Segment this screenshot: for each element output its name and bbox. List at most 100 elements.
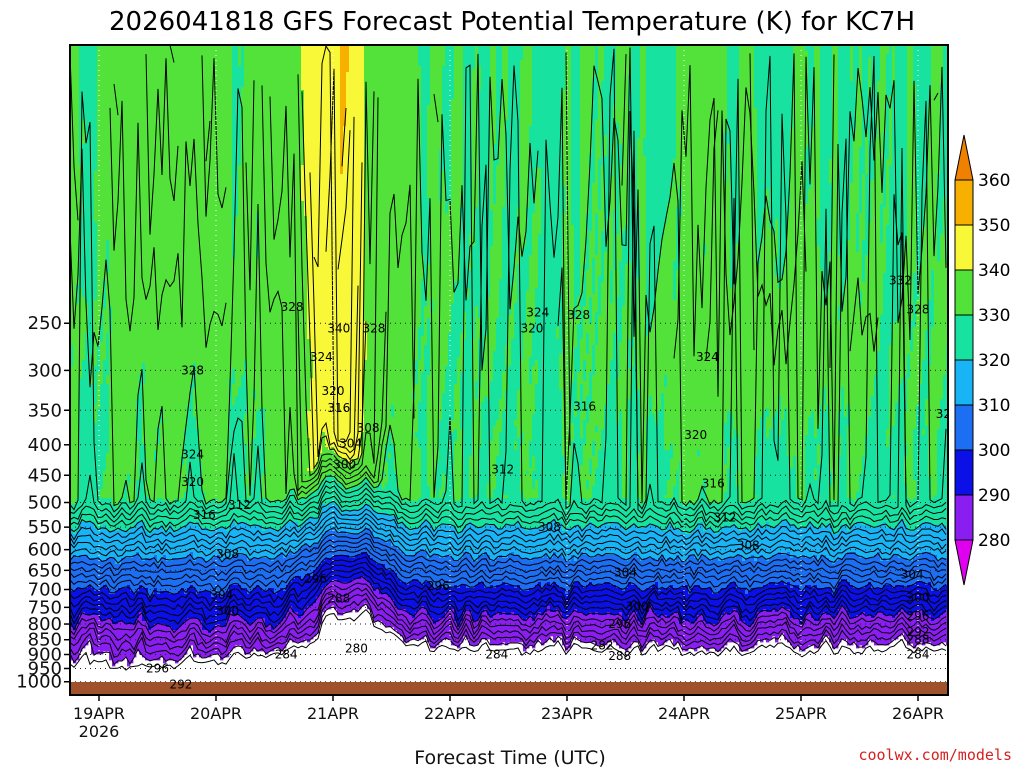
contour-fill-cell — [112, 45, 116, 505]
contour-fill-cell — [313, 45, 317, 469]
contour-fill-cell — [253, 621, 257, 649]
contour-fill-cell — [256, 558, 260, 586]
contour-fill-cell — [304, 576, 308, 610]
contour-fill-cell — [493, 426, 497, 490]
contour-fill-cell — [289, 45, 293, 490]
contour-fill-cell — [517, 522, 521, 556]
contour-fill-cell — [199, 621, 203, 658]
contour-fill-cell — [880, 561, 884, 589]
contour-fill-cell — [790, 558, 794, 589]
contour-fill-cell — [499, 279, 503, 400]
contour-fill-cell — [709, 528, 713, 562]
contour-fill-cell — [586, 555, 590, 586]
contour-fill-cell — [505, 498, 509, 526]
contour-fill-cell — [535, 480, 539, 499]
contour-fill-cell — [487, 525, 491, 556]
contour-fill-cell — [76, 303, 80, 499]
contour-fill-cell — [463, 612, 467, 637]
contour-fill-cell — [661, 237, 665, 394]
contour-fill-cell — [94, 366, 98, 406]
contour-fill-cell — [349, 465, 353, 490]
contour-fill-cell — [532, 528, 536, 559]
contour-fill-cell — [196, 429, 200, 523]
contour-fill-cell — [388, 459, 392, 517]
contour-fill-cell — [247, 561, 251, 595]
contour-fill-cell — [589, 45, 593, 154]
contour-fill-cell — [922, 435, 926, 523]
contour-fill-cell — [148, 558, 152, 598]
contour-fill-cell — [580, 465, 584, 499]
contour-fill-cell — [730, 582, 734, 613]
contour-fill-cell — [622, 528, 626, 559]
contour-line — [705, 110, 719, 359]
contour-fill-cell — [535, 168, 539, 289]
contour-fill-cell — [607, 525, 611, 556]
contour-fill-cell — [907, 615, 911, 646]
contour-fill-cell — [367, 555, 371, 583]
contour-fill-cell — [907, 378, 911, 499]
y-tick-label: 1000 — [16, 672, 62, 693]
contour-fill-cell — [454, 561, 458, 586]
colorbar-band — [954, 269, 974, 316]
contour-fill-cell — [838, 435, 842, 457]
contour-fill-cell — [895, 585, 899, 616]
contour-fill-cell — [427, 558, 431, 583]
contour-fill-cell — [940, 525, 944, 559]
contour-fill-cell — [769, 582, 773, 613]
contour-fill-cell — [589, 612, 593, 643]
contour-fill-cell — [217, 45, 221, 505]
contour-fill-cell — [829, 615, 833, 643]
contour-fill-cell — [625, 561, 629, 589]
contour-fill-cell — [835, 534, 839, 562]
contour-fill-cell — [592, 258, 596, 295]
contour-fill-cell — [724, 525, 728, 559]
contour-fill-cell — [856, 588, 860, 616]
contour-fill-cell — [886, 225, 890, 430]
contour-fill-cell — [643, 156, 647, 502]
contour-fill-cell — [586, 585, 590, 616]
contour-fill-cell — [172, 531, 176, 559]
contour-fill-cell — [640, 45, 644, 505]
contour-fill-cell — [493, 45, 497, 145]
y-tick-label: 550 — [28, 517, 62, 538]
contour-fill-cell — [625, 45, 629, 226]
contour-fill-cell — [130, 558, 134, 592]
contour-fill-cell — [907, 585, 911, 616]
chart-title: 2026041818 GFS Forecast Potential Temper… — [109, 7, 915, 37]
contour-fill-cell — [115, 564, 119, 592]
contour-fill-cell — [898, 558, 902, 586]
contour-fill-cell — [916, 582, 920, 613]
contour-fill-cell — [865, 45, 869, 130]
contour-fill-cell — [667, 618, 671, 640]
contour-fill-cell — [664, 375, 668, 388]
contour-fill-cell — [532, 588, 536, 622]
contour-fill-cell — [601, 615, 605, 646]
contour-fill-cell — [766, 561, 770, 586]
contour-fill-cell — [271, 630, 275, 652]
contour-fill-cell — [466, 525, 470, 553]
contour-fill-cell — [562, 498, 566, 532]
contour-fill-cell — [187, 618, 191, 649]
contour-fill-cell — [799, 558, 803, 592]
contour-fill-cell — [847, 615, 851, 646]
contour-fill-cell — [211, 45, 215, 502]
contour-fill-cell — [709, 561, 713, 589]
contour-fill-cell — [505, 495, 509, 499]
contour-fill-cell — [127, 624, 131, 667]
contour-fill-cell — [916, 300, 920, 406]
contour-fill-cell — [415, 432, 419, 439]
contour-fill-cell — [871, 528, 875, 559]
contour-fill-cell — [616, 234, 620, 298]
contour-fill-cell — [670, 186, 674, 445]
contour-fill-cell — [562, 588, 566, 619]
contour-fill-cell — [637, 621, 641, 643]
contour-fill-cell — [121, 621, 125, 661]
contour-fill-cell — [820, 525, 824, 556]
contour-fill-cell — [97, 531, 101, 559]
contour-fill-cell — [445, 588, 449, 613]
contour-fill-cell — [559, 354, 563, 391]
contour-fill-cell — [598, 159, 602, 211]
contour-fill-cell — [568, 504, 572, 529]
contour-fill-cell — [388, 570, 392, 598]
